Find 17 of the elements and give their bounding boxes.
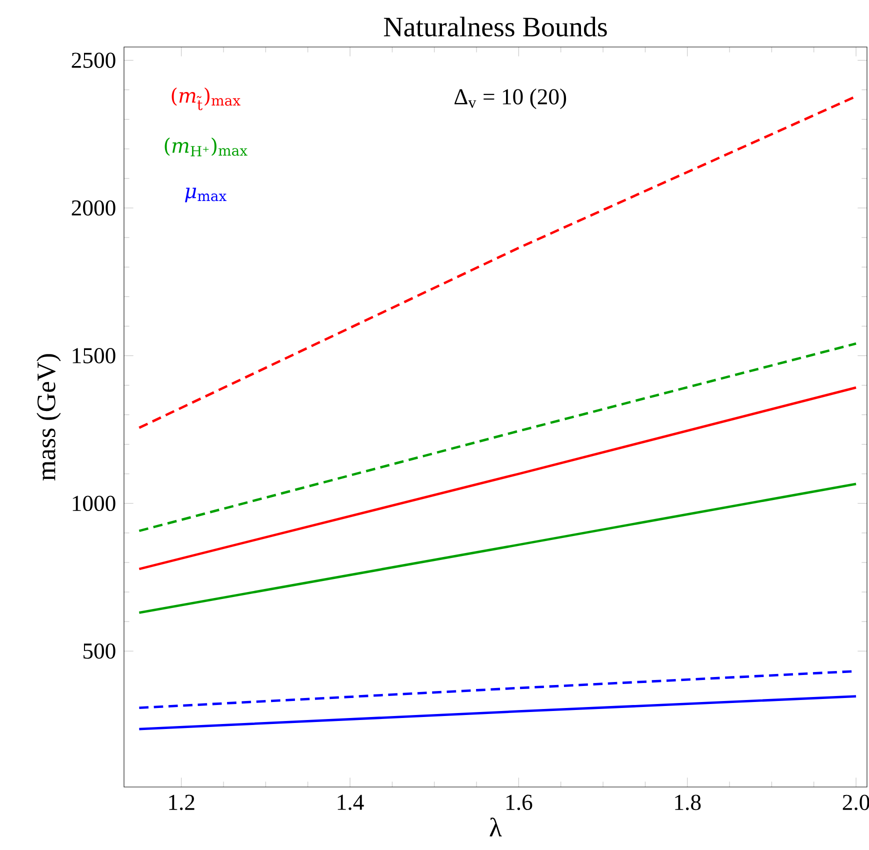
x-tick-label: 1.2 [169, 794, 194, 810]
x-tick-label: 1.8 [675, 794, 701, 810]
annotation: Δ$_{v}$ = 10 (20) [454, 88, 566, 110]
y-tick-label: 500 [84, 643, 116, 659]
chart-title: Naturalness Bounds [384, 16, 607, 37]
x-axis-title: λ [490, 818, 502, 836]
x-tick-label: 1.6 [506, 794, 532, 810]
x-tick-label: 1.4 [338, 794, 364, 810]
y-tick-label: 1500 [72, 348, 116, 364]
text: (m$_{t̃}$)$_{max}$ [172, 87, 240, 110]
text: (m$_{H⁺}$)$_{max}$ [164, 138, 248, 156]
y-tick-label: 2000 [72, 200, 116, 216]
y-tick-label: 1000 [72, 496, 116, 512]
y-tick-label: 2500 [72, 52, 116, 68]
text: μ$_{max}$ [185, 188, 226, 202]
x-tick-label: 2.0 [842, 794, 869, 810]
y-axis-title: mass (GeV) [36, 354, 61, 480]
